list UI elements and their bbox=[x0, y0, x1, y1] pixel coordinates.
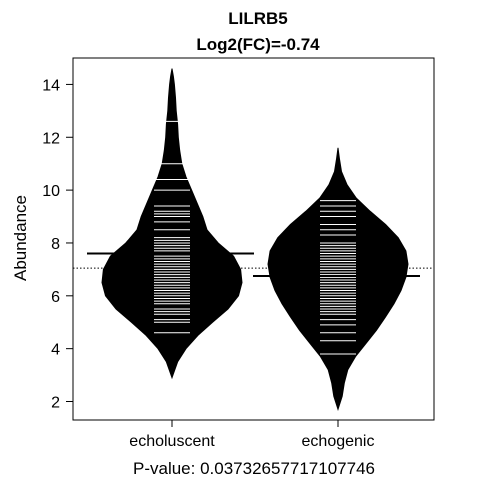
p-value-label: P-value: 0.03732657717107746 bbox=[133, 459, 375, 478]
y-tick-label: 6 bbox=[51, 289, 60, 306]
x-tick-label: echogenic bbox=[302, 433, 375, 450]
y-tick-label: 2 bbox=[51, 395, 60, 412]
observations-echogenic bbox=[320, 200, 356, 355]
y-tick-label: 10 bbox=[42, 183, 60, 200]
chart-title: LILRB5 bbox=[228, 9, 288, 28]
bean-echogenic bbox=[267, 147, 409, 412]
plot-frame bbox=[72, 57, 435, 421]
y-axis-label: Abundance bbox=[11, 195, 30, 281]
x-tick-label: echoluscent bbox=[129, 433, 215, 450]
plot-area bbox=[73, 68, 434, 412]
observations-echoluscent bbox=[154, 120, 190, 334]
y-tick-label: 8 bbox=[51, 236, 60, 253]
y-tick-label: 4 bbox=[51, 342, 60, 359]
bean-echoluscent bbox=[101, 68, 243, 380]
chart-subtitle: Log2(FC)=-0.74 bbox=[196, 35, 320, 54]
y-tick-label: 12 bbox=[42, 130, 60, 147]
y-tick-label: 14 bbox=[42, 77, 60, 94]
